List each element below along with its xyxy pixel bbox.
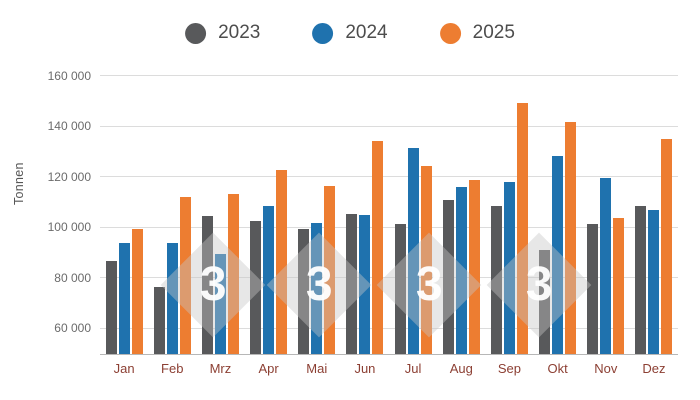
bar-2023-Mai — [298, 228, 310, 354]
bar-2023-Feb — [153, 287, 165, 354]
x-tick-label: Apr — [258, 361, 279, 376]
y-tick-label: 120 000 — [47, 169, 91, 184]
bar-2025-Mrz — [227, 193, 239, 354]
plot-area: 60 000 80 000 100 000 120 000 140 000 160 000… — [48, 66, 678, 376]
bar-2025-Dez — [661, 139, 673, 354]
bar-2025-Okt — [565, 121, 577, 354]
x-tick-label: Nov — [594, 361, 618, 376]
bar-2023-Okt — [539, 250, 551, 354]
bar-2023-Apr — [250, 221, 262, 354]
x-tick-label: Sep — [497, 361, 522, 376]
y-tick-label: 140 000 — [47, 119, 91, 134]
bar-2025-Jul — [420, 165, 432, 354]
bar-2023-Mrz — [201, 216, 213, 354]
x-tick-label: Jul — [404, 361, 422, 376]
bar-2024-Mrz — [214, 254, 226, 354]
legend-label: 2024 — [345, 22, 388, 43]
bar-2025-Nov — [613, 217, 625, 354]
bar-2025-Feb — [179, 197, 191, 354]
bar-2024-Mai — [311, 222, 323, 354]
bar-2024-Sep — [503, 182, 515, 354]
bar-group-Aug: Aug — [437, 66, 485, 376]
bar-2023-Sep — [490, 206, 502, 354]
bar-2025-Sep — [516, 102, 528, 354]
legend-marker-icon — [312, 22, 334, 44]
bar-group-Nov: Nov — [582, 66, 630, 376]
bar-group-Apr: Apr — [245, 66, 293, 376]
x-tick-label: Jun — [354, 361, 376, 376]
gridline: 160 000 — [48, 69, 678, 83]
y-tick-label: 160 000 — [47, 68, 91, 83]
bar-group-Dez: Dez — [630, 66, 678, 376]
bar-2024-Apr — [263, 206, 275, 354]
y-tick-label: 80 000 — [54, 270, 91, 285]
bar-2023-Jan — [105, 260, 117, 354]
legend-marker-icon — [185, 22, 207, 44]
legend-label: 2023 — [218, 22, 261, 43]
bar-2023-Nov — [587, 223, 599, 354]
bar-2023-Dez — [635, 206, 647, 354]
bar-2023-Jun — [346, 213, 358, 354]
x-tick-label: Jan — [113, 361, 135, 376]
legend-label: 2025 — [472, 22, 515, 43]
bar-2025-Jun — [372, 140, 384, 354]
bar-group-Feb: Feb — [148, 66, 196, 376]
x-tick-label: Dez — [642, 361, 666, 376]
bar-2023-Jul — [394, 223, 406, 354]
bar-groups: Jan Feb Mrz Apr Mai Jun Jul Aug Sep Okt Nov Dez — [100, 66, 678, 376]
x-tick-label: Okt — [547, 361, 568, 376]
x-tick-label: Mrz — [209, 361, 232, 376]
gridline: 100 000 — [48, 220, 678, 234]
bar-group-Okt: Okt — [534, 66, 582, 376]
bar-group-Jan: Jan — [100, 66, 148, 376]
bar-2024-Aug — [455, 187, 467, 354]
gridline: 80 000 — [54, 271, 678, 285]
legend-item-2025: 2025 — [439, 22, 515, 44]
bar-group-Jul: Jul — [389, 66, 437, 376]
bar-2024-Jul — [407, 148, 419, 354]
bar-group-Mrz: Mrz — [196, 66, 244, 376]
bar-2024-Nov — [600, 178, 612, 354]
bar-2024-Jun — [359, 215, 371, 354]
bar-2023-Aug — [442, 199, 454, 354]
bar-2024-Okt — [552, 155, 564, 354]
legend-marker-icon — [439, 22, 461, 44]
chart-legend: 2023 2024 2025 — [185, 22, 515, 44]
bar-group-Jun: Jun — [341, 66, 389, 376]
bar-2025-Apr — [276, 169, 288, 354]
bar-2025-Jan — [131, 228, 143, 354]
bar-2024-Jan — [118, 242, 130, 354]
legend-item-2024: 2024 — [312, 22, 388, 44]
gridline: 60 000 — [54, 321, 678, 335]
bar-2025-Aug — [468, 179, 480, 354]
gridline: 140 000 — [48, 119, 678, 133]
legend-item-2023: 2023 — [185, 22, 260, 44]
x-tick-label: Aug — [449, 361, 473, 376]
bar-2025-Mai — [324, 186, 336, 354]
bar-group-Sep: Sep — [485, 66, 533, 376]
x-tick-label: Feb — [161, 361, 184, 376]
y-axis-title: Tonnen — [12, 162, 26, 205]
bar-2024-Dez — [648, 210, 660, 354]
y-tick-label: 100 000 — [47, 220, 91, 235]
x-tick-label: Mai — [306, 361, 328, 376]
y-tick-label: 60 000 — [54, 321, 91, 336]
bar-group-Mai: Mai — [293, 66, 341, 376]
gridline: 120 000 — [48, 170, 678, 184]
bar-2024-Feb — [166, 242, 178, 354]
